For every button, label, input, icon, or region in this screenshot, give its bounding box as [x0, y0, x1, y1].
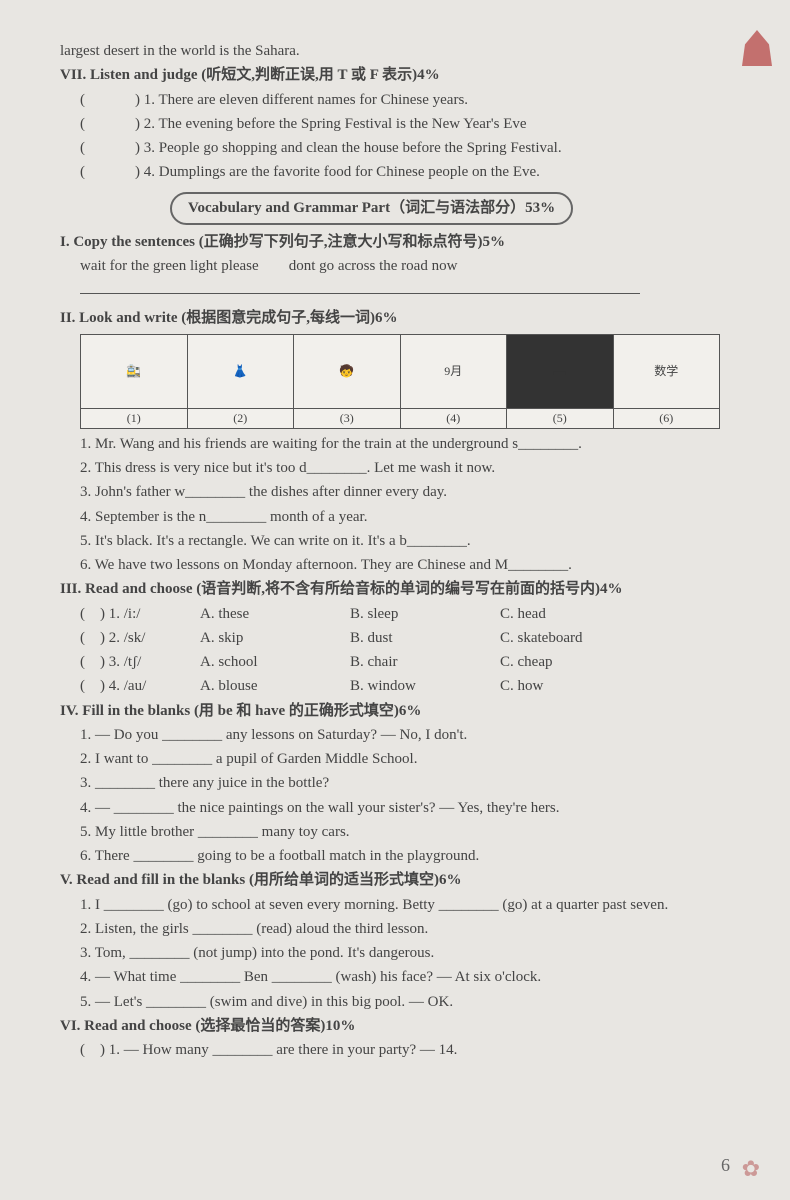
section-ii-title: II. Look and write (根据图意完成句子,每线一词)6%: [60, 307, 740, 330]
ii-item: 1. Mr. Wang and his friends are waiting …: [60, 433, 740, 456]
ii-item: 4. September is the n________ month of a…: [60, 506, 740, 529]
iii-row: ( ) 1. /i:/A. theseB. sleepC. head: [60, 603, 740, 626]
iv-item: 2. I want to ________ a pupil of Garden …: [60, 748, 740, 771]
ii-item: 2. This dress is very nice but it's too …: [60, 457, 740, 480]
ii-item: 6. We have two lessons on Monday afterno…: [60, 554, 740, 577]
iv-item: 1. — Do you ________ any lessons on Satu…: [60, 724, 740, 747]
copy-sentences: wait for the green light please dont go …: [60, 255, 740, 278]
ii-item: 3. John's father w________ the dishes af…: [60, 481, 740, 504]
iv-item: 6. There ________ going to be a football…: [60, 845, 740, 868]
iii-row: ( ) 4. /au/A. blouseB. windowC. how: [60, 675, 740, 698]
iv-item: 5. My little brother ________ many toy c…: [60, 821, 740, 844]
img-label: (2): [187, 408, 294, 428]
corner-decor: [742, 30, 772, 66]
img-label: (4): [400, 408, 507, 428]
img-label: (3): [294, 408, 401, 428]
v-item: 1. I ________ (go) to school at seven ev…: [60, 894, 740, 917]
section-banner: Vocabulary and Grammar Part（词汇与语法部分）53%: [170, 192, 573, 225]
ii-item: 5. It's black. It's a rectangle. We can …: [60, 530, 740, 553]
section-vi-title: VI. Read and choose (选择最恰当的答案)10%: [60, 1015, 740, 1038]
img-cell: 👗: [187, 334, 294, 408]
img-cell: 🧒: [294, 334, 401, 408]
section-vii-title: VII. Listen and judge (听短文,判断正误,用 T 或 F …: [60, 64, 740, 87]
footer-decor: ✿: [742, 1152, 760, 1186]
vii-item: () 4. Dumplings are the favorite food fo…: [60, 161, 740, 184]
intro-text: largest desert in the world is the Sahar…: [60, 40, 740, 63]
page-number: 6: [721, 1152, 730, 1180]
image-table: 🚉 👗 🧒 9月 ▬ 数学 (1) (2) (3) (4) (5) (6): [80, 334, 720, 429]
img-cell: ▬: [507, 334, 614, 408]
img-cell: 9月: [400, 334, 507, 408]
section-v-title: V. Read and fill in the blanks (用所给单词的适当…: [60, 869, 740, 892]
write-line[interactable]: [60, 279, 740, 302]
vii-item: () 1. There are eleven different names f…: [60, 89, 740, 112]
iii-row: ( ) 2. /sk/A. skipB. dustC. skateboard: [60, 627, 740, 650]
v-item: 2. Listen, the girls ________ (read) alo…: [60, 918, 740, 941]
v-item: 4. — What time ________ Ben ________ (wa…: [60, 966, 740, 989]
vii-item: () 3. People go shopping and clean the h…: [60, 137, 740, 160]
iv-item: 4. — ________ the nice paintings on the …: [60, 797, 740, 820]
iv-item: 3. ________ there any juice in the bottl…: [60, 772, 740, 795]
img-cell: 数学: [613, 334, 720, 408]
img-label: (5): [507, 408, 614, 428]
vi-item: ( ) 1. — How many ________ are there in …: [60, 1039, 740, 1062]
section-iv-title: IV. Fill in the blanks (用 be 和 have 的正确形…: [60, 700, 740, 723]
v-item: 5. — Let's ________ (swim and dive) in t…: [60, 991, 740, 1014]
img-label: (6): [613, 408, 720, 428]
v-item: 3. Tom, ________ (not jump) into the pon…: [60, 942, 740, 965]
img-label: (1): [81, 408, 188, 428]
img-cell: 🚉: [81, 334, 188, 408]
section-i-title: I. Copy the sentences (正确抄写下列句子,注意大小写和标点…: [60, 231, 740, 254]
section-iii-title: III. Read and choose (语音判断,将不含有所给音标的单词的编…: [60, 578, 740, 601]
iii-row: ( ) 3. /tʃ/A. schoolB. chairC. cheap: [60, 651, 740, 674]
vii-item: () 2. The evening before the Spring Fest…: [60, 113, 740, 136]
